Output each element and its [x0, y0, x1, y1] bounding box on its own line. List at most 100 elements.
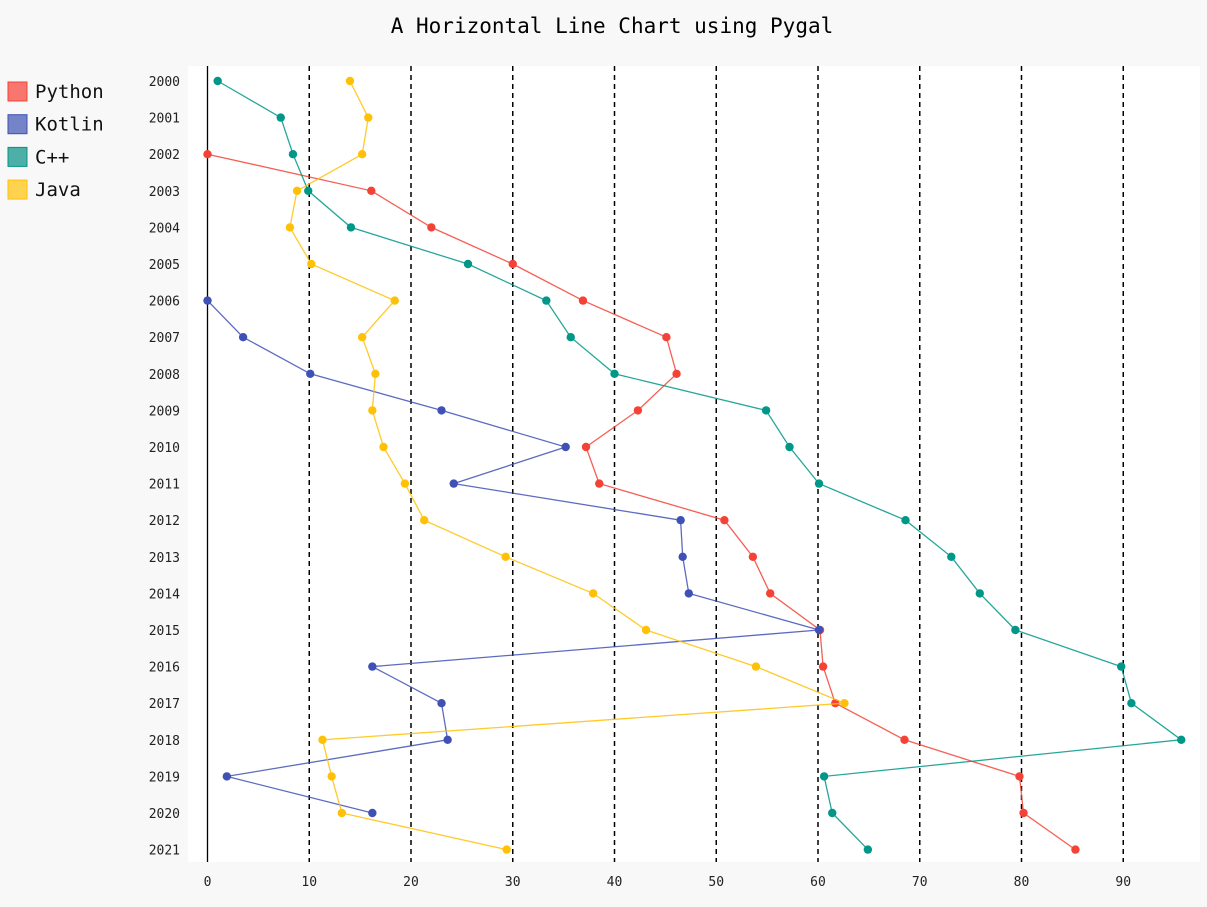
series-java — [285, 76, 849, 854]
data-point[interactable] — [368, 662, 377, 671]
data-point[interactable] — [595, 479, 604, 488]
data-point[interactable] — [364, 113, 373, 122]
data-point[interactable] — [566, 333, 575, 342]
data-point[interactable] — [901, 516, 910, 525]
data-point[interactable] — [213, 76, 222, 86]
data-point[interactable] — [641, 625, 651, 635]
data-point[interactable] — [610, 369, 619, 378]
data-point[interactable] — [285, 223, 295, 232]
data-point[interactable] — [1019, 808, 1028, 818]
data-point[interactable] — [203, 150, 212, 159]
data-point[interactable] — [327, 772, 336, 781]
data-point[interactable] — [765, 589, 775, 598]
data-point[interactable] — [276, 113, 285, 122]
y-tick-label: 2005 — [149, 258, 180, 273]
data-point[interactable] — [633, 406, 643, 415]
x-tick-label: 0 — [204, 875, 212, 890]
y-tick-label: 2004 — [149, 221, 180, 236]
data-point[interactable] — [720, 516, 729, 525]
data-point[interactable] — [288, 150, 298, 159]
y-tick-label: 2002 — [149, 148, 180, 163]
legend-item-label[interactable]: Python — [35, 81, 104, 103]
legend-swatch — [7, 146, 28, 167]
data-point[interactable] — [222, 772, 232, 781]
data-point[interactable] — [346, 223, 356, 232]
data-point[interactable] — [443, 735, 452, 744]
data-point[interactable] — [748, 552, 758, 561]
data-point[interactable] — [337, 808, 347, 818]
x-tick-label: 70 — [912, 875, 928, 890]
x-tick-label: 60 — [810, 875, 826, 890]
x-tick-label: 50 — [708, 875, 724, 890]
y-tick-label: 2011 — [149, 478, 180, 493]
data-point[interactable] — [203, 296, 212, 305]
data-point[interactable] — [761, 406, 771, 415]
data-point[interactable] — [1011, 625, 1020, 635]
data-point[interactable] — [345, 76, 355, 86]
data-point[interactable] — [751, 662, 761, 671]
data-point[interactable] — [947, 552, 956, 561]
legend-item-label[interactable]: Java — [35, 179, 81, 201]
data-point[interactable] — [437, 699, 446, 708]
data-point[interactable] — [502, 845, 511, 854]
data-point[interactable] — [1015, 772, 1024, 781]
data-point[interactable] — [785, 442, 794, 452]
data-point[interactable] — [390, 296, 399, 305]
data-point[interactable] — [307, 259, 316, 269]
data-point[interactable] — [508, 259, 517, 269]
data-point[interactable] — [367, 186, 376, 195]
data-point[interactable] — [975, 589, 984, 598]
data-point[interactable] — [672, 369, 681, 378]
data-point[interactable] — [578, 296, 588, 305]
y-tick-label: 2009 — [149, 404, 180, 419]
data-point[interactable] — [368, 406, 377, 415]
data-point[interactable] — [678, 552, 687, 561]
legend-item-label[interactable]: C++ — [35, 146, 69, 168]
data-point[interactable] — [814, 625, 824, 635]
y-tick-label: 2021 — [149, 844, 180, 859]
data-point[interactable] — [819, 772, 829, 781]
x-tick-label: 40 — [607, 875, 623, 890]
data-point[interactable] — [427, 223, 436, 232]
data-point[interactable] — [676, 516, 685, 525]
data-point[interactable] — [371, 369, 380, 378]
data-point[interactable] — [437, 406, 446, 415]
data-point[interactable] — [238, 333, 248, 342]
x-tick-label: 20 — [403, 875, 419, 890]
data-point[interactable] — [368, 808, 377, 818]
data-point[interactable] — [420, 516, 429, 525]
data-point[interactable] — [357, 333, 367, 342]
legend-item-label[interactable]: Kotlin — [35, 114, 104, 136]
data-point[interactable] — [581, 442, 591, 452]
data-point[interactable] — [1117, 662, 1126, 671]
data-point[interactable] — [818, 662, 828, 671]
data-point[interactable] — [840, 699, 849, 708]
data-point[interactable] — [828, 808, 837, 818]
data-point[interactable] — [1177, 735, 1186, 744]
data-point[interactable] — [463, 259, 473, 269]
y-tick-label: 2001 — [149, 112, 180, 127]
data-point[interactable] — [662, 333, 671, 342]
data-point[interactable] — [357, 150, 367, 159]
data-point[interactable] — [1127, 699, 1136, 708]
data-point[interactable] — [900, 735, 909, 744]
data-point[interactable] — [306, 369, 315, 378]
data-point[interactable] — [318, 735, 327, 744]
y-tick-label: 2007 — [149, 331, 180, 346]
data-point[interactable] — [684, 589, 693, 598]
data-point[interactable] — [501, 552, 510, 561]
data-point[interactable] — [561, 442, 570, 452]
data-point[interactable] — [814, 479, 824, 488]
plot-area — [188, 66, 1200, 862]
y-tick-label: 2017 — [149, 697, 180, 712]
data-point[interactable] — [379, 442, 388, 452]
data-point[interactable] — [292, 186, 302, 195]
data-point[interactable] — [400, 479, 410, 488]
data-point[interactable] — [863, 845, 873, 854]
data-point[interactable] — [449, 479, 458, 488]
data-point[interactable] — [588, 589, 598, 598]
y-tick-label: 2013 — [149, 551, 180, 566]
data-point[interactable] — [304, 186, 313, 195]
data-point[interactable] — [1071, 845, 1080, 854]
data-point[interactable] — [542, 296, 551, 305]
